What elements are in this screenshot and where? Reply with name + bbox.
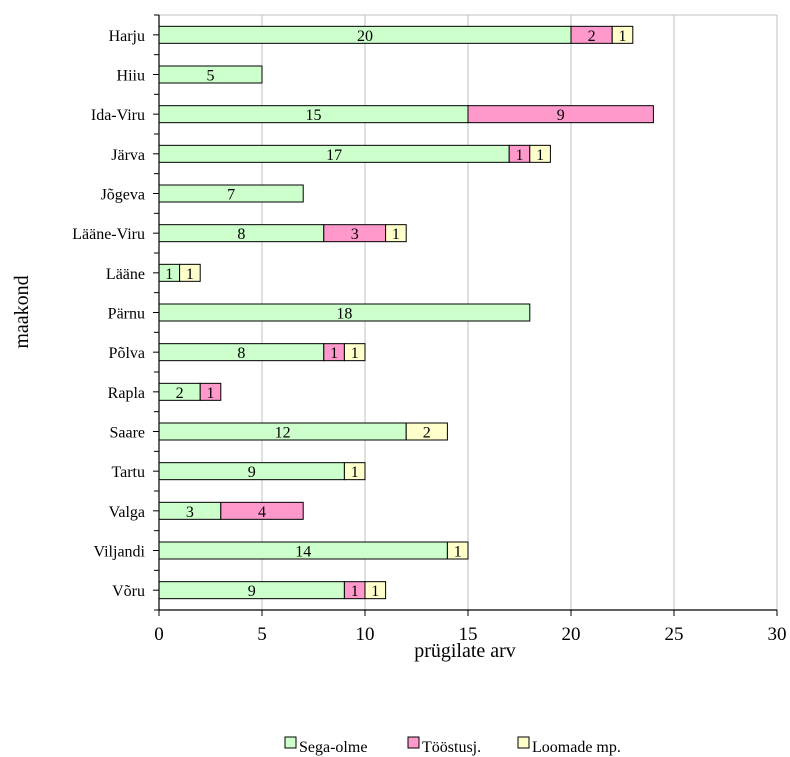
legend-swatch bbox=[284, 736, 297, 749]
bar-value-label: 3 bbox=[351, 226, 359, 243]
bar-value-label: 1 bbox=[351, 464, 359, 481]
bar-segment bbox=[405, 422, 448, 441]
bar-value-label: 1 bbox=[454, 544, 462, 561]
x-tick-label: 25 bbox=[665, 624, 684, 645]
bar-segment bbox=[343, 462, 366, 481]
bar-value-label: 2 bbox=[423, 425, 431, 442]
x-axis-title: prügilate arv bbox=[414, 640, 516, 662]
x-tick-label: 15 bbox=[459, 624, 478, 645]
category-label: Harju bbox=[109, 28, 145, 45]
bar-value-label: 1 bbox=[207, 385, 215, 402]
bar-value-label: 9 bbox=[248, 583, 256, 600]
bar-value-label: 1 bbox=[371, 583, 379, 600]
category-label: Tartu bbox=[111, 464, 145, 481]
bar-segment bbox=[364, 581, 387, 600]
legend-label: Sega-olme bbox=[299, 739, 367, 756]
bar-segment bbox=[446, 541, 469, 560]
bar-value-label: 1 bbox=[351, 345, 359, 362]
category-label: Saare bbox=[109, 425, 145, 442]
y-axis-title: maakond bbox=[11, 275, 33, 348]
bar-value-label: 5 bbox=[207, 68, 215, 85]
x-tick-label: 20 bbox=[562, 624, 581, 645]
bar-value-label: 1 bbox=[392, 226, 400, 243]
legend: Sega-olme Tööstusj. Loomade mp. bbox=[284, 736, 621, 756]
bar-value-label: 14 bbox=[295, 544, 311, 561]
bar-segment bbox=[220, 501, 304, 520]
bar-value-label: 12 bbox=[275, 425, 291, 442]
bar-segment bbox=[385, 224, 407, 243]
category-label: Rapla bbox=[108, 385, 145, 402]
bar-value-label: 8 bbox=[237, 345, 245, 362]
category-label: Lääne-Viru bbox=[72, 226, 145, 243]
category-label: Viljandi bbox=[94, 544, 146, 561]
legend-label: Tööstusj. bbox=[422, 739, 481, 756]
category-label: Jõgeva bbox=[101, 187, 145, 204]
bar-value-label: 1 bbox=[330, 345, 338, 362]
bar-segment bbox=[343, 343, 366, 362]
bar-value-label: 9 bbox=[248, 464, 256, 481]
bar-value-label: 17 bbox=[326, 147, 342, 164]
axes: 0 5 10 15 20 25 30HarjuHiiuIda-ViruJärvaJõgeva… bbox=[72, 14, 787, 645]
bar-segment bbox=[179, 263, 201, 282]
bar-segment bbox=[199, 382, 222, 401]
bar-value-label: 4 bbox=[258, 504, 266, 521]
bar-value-label: 15 bbox=[306, 107, 322, 124]
category-label: Pärnu bbox=[108, 306, 145, 323]
category-label: Ida-Viru bbox=[91, 107, 145, 124]
bar-value-label: 1 bbox=[516, 147, 524, 164]
bar-value-label: 1 bbox=[165, 266, 173, 283]
category-label: Hiiu bbox=[117, 68, 145, 85]
bar-value-label: 3 bbox=[186, 504, 194, 521]
bar-value-label: 7 bbox=[227, 187, 235, 204]
bar-value-label: 1 bbox=[351, 583, 359, 600]
legend-label: Loomade mp. bbox=[532, 739, 621, 756]
x-tick-label: 30 bbox=[768, 624, 787, 645]
legend-swatch bbox=[407, 736, 420, 749]
category-label: Valga bbox=[109, 504, 145, 521]
bar-segment bbox=[529, 144, 551, 163]
bar-value-label: 9 bbox=[557, 107, 565, 124]
category-label: Võru bbox=[112, 583, 145, 600]
bar-value-label: 2 bbox=[176, 385, 184, 402]
bar-value-label: 1 bbox=[186, 266, 194, 283]
x-tick-label: 5 bbox=[257, 624, 267, 645]
bar-value-label: 1 bbox=[619, 28, 627, 45]
category-label: Põlva bbox=[109, 345, 145, 362]
bar-segment bbox=[611, 25, 634, 44]
bar-value-label: 18 bbox=[336, 306, 352, 323]
bar-value-label: 2 bbox=[588, 28, 596, 45]
legend-swatch bbox=[517, 736, 530, 749]
bar-value-label: 8 bbox=[237, 226, 245, 243]
bar-value-label: 1 bbox=[536, 147, 544, 164]
category-label: Lääne bbox=[106, 266, 145, 283]
bar-value-label: 20 bbox=[357, 28, 373, 45]
x-tick-label: 10 bbox=[356, 624, 375, 645]
category-label: Järva bbox=[111, 147, 145, 164]
x-tick-label: 0 bbox=[154, 624, 164, 645]
bar-segment bbox=[467, 105, 654, 124]
